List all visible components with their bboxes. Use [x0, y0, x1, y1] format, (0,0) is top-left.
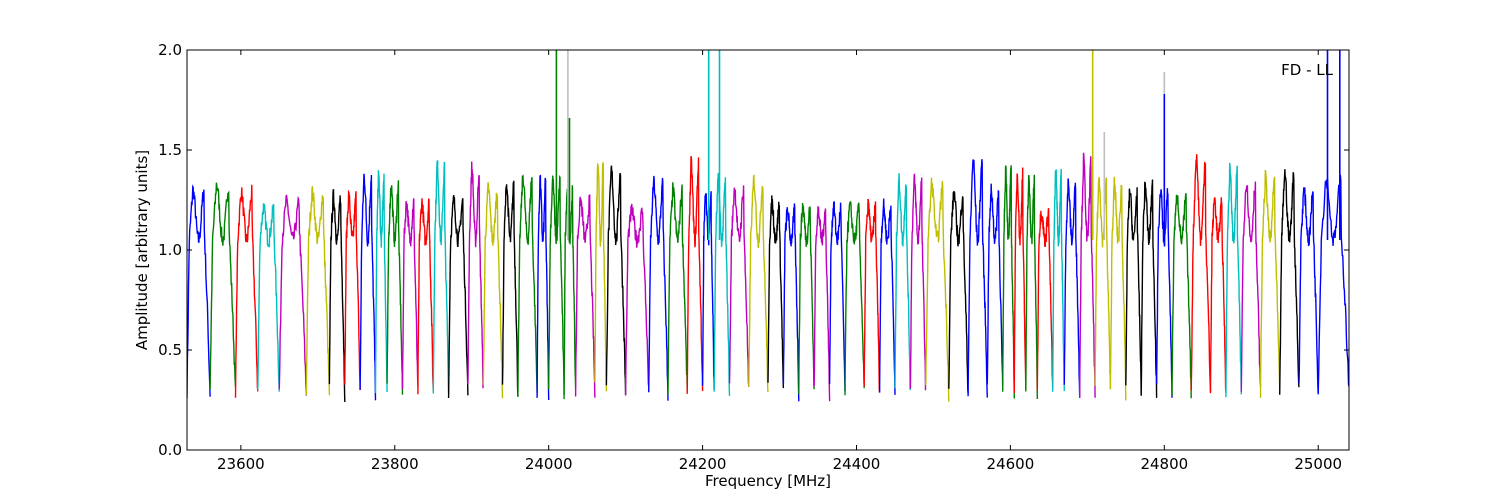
series-line [447, 194, 469, 399]
series-line [878, 198, 896, 395]
series-line [728, 185, 750, 387]
series-line [501, 180, 519, 396]
series-line [798, 202, 815, 395]
series-line [359, 173, 377, 401]
series-line [748, 174, 769, 393]
series-line [417, 198, 434, 395]
series-line [967, 159, 988, 398]
spike-layer [555, 50, 1341, 240]
y-tick-label: 0.0 [158, 441, 182, 459]
y-axis-label: Amplitude [arbitrary units] [133, 150, 151, 350]
series-line [344, 189, 361, 391]
series-line [1025, 174, 1038, 400]
series-line [209, 182, 237, 390]
y-tick-label: 2.0 [158, 41, 182, 59]
series-line [1002, 165, 1015, 399]
y-tick-label: 0.5 [158, 341, 182, 359]
annotation-label: FD - LL [1281, 61, 1333, 79]
series-line [1171, 193, 1192, 399]
series-line [686, 156, 704, 394]
series-line [713, 173, 731, 396]
x-axis: 23600 23800 24000 24200 24400 24600 24800 25000 [217, 50, 1342, 473]
series-line [536, 174, 550, 401]
series-line [782, 203, 800, 402]
series-line [386, 180, 404, 395]
series-line [767, 195, 785, 389]
series-line [1063, 178, 1081, 398]
series-line [948, 190, 969, 394]
series-line [305, 186, 331, 396]
x-axis-label: Frequency [MHz] [705, 472, 831, 490]
series-line [374, 170, 388, 394]
series-line [844, 201, 865, 396]
series-line [574, 194, 596, 398]
series-line [467, 161, 484, 389]
series-layer [187, 152, 1349, 403]
series-line [986, 183, 1004, 387]
series-line [1240, 181, 1262, 392]
series-line [234, 184, 259, 398]
series-line [328, 188, 346, 403]
series-line [813, 206, 831, 402]
series-line [925, 177, 950, 402]
y-tick-label: 1.5 [158, 141, 182, 159]
series-line [482, 182, 504, 399]
series-line [517, 174, 538, 398]
series-line [1155, 188, 1173, 398]
series-line [1317, 174, 1349, 395]
series-line [1125, 187, 1142, 396]
series-line [648, 175, 669, 401]
series-line [187, 184, 211, 399]
series-line [828, 201, 846, 392]
y-tick-label: 1.0 [158, 241, 182, 259]
x-tick-label: 24000 [525, 455, 573, 473]
series-line [1094, 176, 1112, 389]
series-line [894, 173, 912, 391]
series-line [432, 160, 450, 394]
series-line [1013, 167, 1027, 394]
x-tick-label: 24600 [987, 455, 1035, 473]
series-line [1279, 169, 1300, 395]
series-line [1225, 162, 1242, 398]
x-tick-label: 23800 [371, 455, 419, 473]
series-line [605, 165, 627, 395]
series-line [1259, 169, 1281, 398]
x-tick-label: 24200 [679, 455, 727, 473]
series-line [594, 162, 608, 392]
series-line [278, 194, 307, 396]
x-tick-label: 23600 [217, 455, 265, 473]
y-axis: 0.0 0.5 1.0 1.5 2.0 [158, 41, 1349, 459]
series-line [401, 198, 419, 390]
series-line [257, 202, 280, 392]
series-line [909, 173, 927, 391]
series-line [1190, 154, 1212, 394]
x-tick-label: 24400 [833, 455, 881, 473]
series-line [1079, 152, 1096, 399]
series-line [1052, 168, 1065, 392]
series-line [1140, 179, 1158, 398]
series-line [1036, 208, 1054, 391]
series-line [863, 199, 881, 393]
series-line [1298, 187, 1319, 394]
series-line [1209, 197, 1227, 393]
series-line [667, 182, 688, 395]
x-tick-label: 24800 [1140, 455, 1188, 473]
series-line [1109, 176, 1127, 401]
series-line [624, 203, 650, 396]
x-tick-label: 25000 [1294, 455, 1342, 473]
